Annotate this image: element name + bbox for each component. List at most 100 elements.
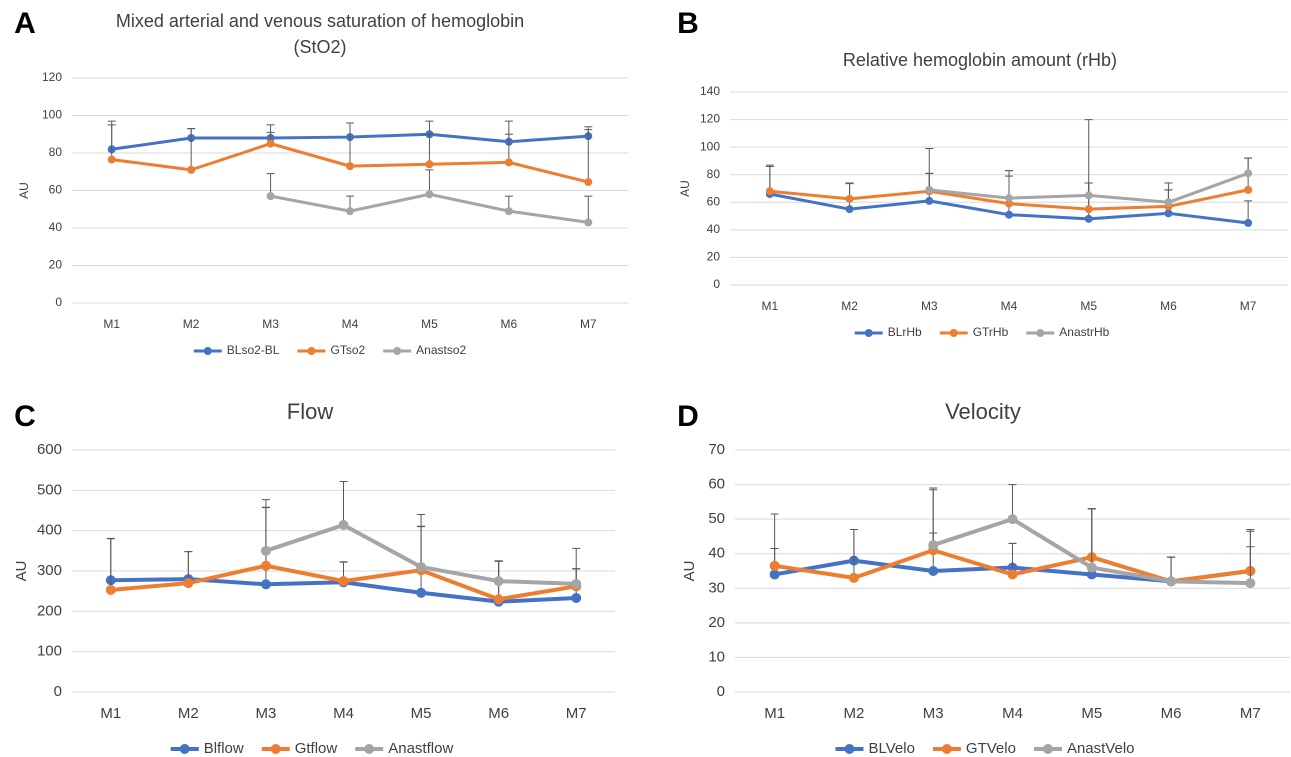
error-bar (187, 128, 196, 170)
legend-item: BLVelo (835, 740, 915, 757)
data-point (1007, 569, 1018, 580)
x-tick-label: M7 (566, 705, 587, 722)
legend-item: Gtflow (261, 740, 337, 757)
error-bar (1008, 484, 1017, 520)
data-point (1005, 210, 1013, 219)
data-point (1005, 199, 1013, 208)
error-bar (925, 148, 934, 190)
x-tick-label: M7 (1240, 705, 1261, 722)
data-point (845, 205, 854, 214)
y-tick-label: 600 (37, 441, 62, 458)
y-tick-label: 60 (708, 476, 725, 493)
y-tick-label: 80 (707, 167, 721, 181)
y-tick-label: 20 (49, 258, 63, 272)
legend-marker (203, 347, 212, 355)
legend-marker (393, 347, 402, 355)
y-tick-label: 0 (717, 683, 725, 700)
y-tick-label: 20 (708, 614, 725, 631)
legend-label: Anastso2 (416, 343, 466, 357)
legend-item: BLso2-BL (193, 343, 280, 357)
data-point (1084, 191, 1093, 200)
data-point (1084, 205, 1093, 214)
x-tick-label: M6 (1160, 299, 1177, 313)
legend-item: GTrHb (939, 325, 1009, 339)
x-tick-label: M1 (764, 705, 785, 722)
error-bar (504, 133, 513, 163)
y-tick-label: 400 (37, 522, 62, 539)
error-bar (417, 514, 426, 567)
data-point (848, 572, 859, 583)
y-tick-label: 0 (713, 277, 720, 291)
chart-title: Velocity (945, 399, 1021, 424)
legend-item: GTso2 (297, 343, 365, 357)
legend-label: AnastVelo (1067, 740, 1135, 757)
legend-marker (179, 744, 190, 754)
panel-letter: B (677, 7, 699, 40)
data-point (1245, 578, 1256, 589)
y-tick-label: 20 (707, 250, 721, 264)
legend-marker (364, 744, 375, 754)
legend-label: BLrHb (888, 325, 922, 339)
legend-label: AnastrHb (1059, 325, 1109, 339)
panel-letter: A (14, 7, 36, 40)
panel-letter: D (677, 400, 699, 433)
data-point (266, 192, 275, 201)
data-point (260, 560, 271, 571)
data-point (107, 155, 116, 164)
data-point (416, 587, 427, 598)
data-point (260, 545, 271, 556)
x-tick-label: M5 (1080, 299, 1097, 313)
data-point (338, 576, 349, 587)
y-axis-label: AU (678, 180, 692, 197)
error-bar (1005, 170, 1013, 199)
y-axis-label: AU (681, 561, 698, 582)
data-point (925, 185, 934, 194)
data-point (928, 540, 939, 551)
error-bar (107, 124, 116, 160)
y-tick-label: 40 (49, 220, 63, 234)
x-tick-label: M1 (100, 705, 121, 722)
y-axis-label: AU (17, 182, 31, 199)
data-point (1007, 514, 1018, 525)
error-bar (425, 133, 434, 165)
series-line (270, 192, 589, 224)
legend-marker (307, 347, 316, 355)
data-point (928, 566, 939, 576)
x-tick-label: M4 (333, 705, 354, 722)
y-tick-label: 100 (42, 108, 62, 122)
legend-marker (1036, 329, 1045, 337)
data-point (266, 139, 275, 148)
error-bar (346, 122, 354, 167)
data-point (1164, 209, 1173, 218)
legend-label: GTVelo (966, 740, 1016, 757)
data-point (1166, 576, 1177, 587)
x-tick-label: M3 (262, 317, 279, 331)
legend-item: AnastrHb (1026, 325, 1110, 339)
data-point (187, 165, 196, 174)
chart-title: Mixed arterial and venous saturation of … (116, 11, 524, 31)
error-bar (929, 489, 938, 546)
data-point (346, 162, 354, 171)
legend-marker (1042, 744, 1053, 754)
y-tick-label: 60 (49, 183, 63, 197)
error-bar (572, 547, 581, 584)
data-point (1086, 562, 1097, 573)
x-tick-label: M6 (488, 705, 509, 722)
x-tick-label: M5 (411, 705, 432, 722)
y-tick-label: 100 (37, 643, 62, 660)
y-tick-label: 60 (707, 194, 721, 208)
data-point (504, 158, 513, 167)
legend-label: BLVelo (868, 740, 914, 757)
data-point (925, 196, 934, 205)
x-tick-label: M7 (1240, 299, 1257, 313)
data-point (1084, 214, 1093, 223)
x-tick-label: M4 (1001, 299, 1018, 313)
error-bar (425, 169, 434, 195)
error-bar (1008, 542, 1017, 575)
data-point (338, 520, 349, 531)
legend-marker (864, 329, 873, 337)
y-tick-label: 30 (708, 579, 725, 596)
x-tick-label: M1 (103, 317, 120, 331)
error-bar (1084, 119, 1093, 196)
